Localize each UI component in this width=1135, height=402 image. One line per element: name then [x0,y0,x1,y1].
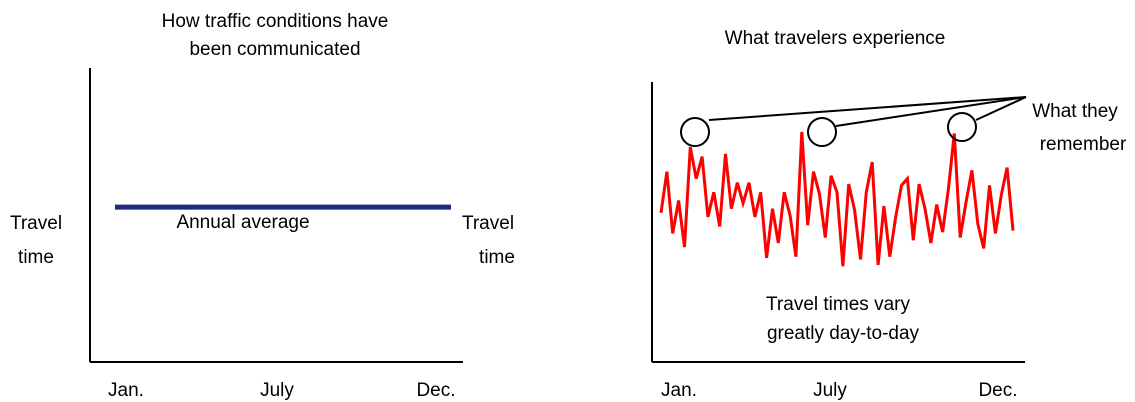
peak-highlight-3 [947,112,977,142]
left-tick-dec: Dec. [416,380,455,401]
left-tick-july: July [260,380,294,401]
left-right-label-line2: time [479,247,515,268]
peak-highlight-1 [680,117,710,147]
center-annotation-line1: Travel times vary [766,294,910,315]
peak-annotation-line2: remember [1040,134,1127,155]
right-tick-dec: Dec. [978,380,1017,401]
right-panel: What travelers experience What they reme… [651,28,1127,401]
travel-time-series [659,131,1015,267]
right-title: What travelers experience [725,28,946,49]
callout-line-2 [835,96,1027,127]
peak-annotation-line1: What they [1032,101,1118,122]
center-annotation-line2: greatly day-to-day [767,323,920,344]
left-panel: How traffic conditions have been communi… [10,11,515,401]
callout-line-1 [708,96,1027,121]
left-tick-jan: Jan. [108,380,144,401]
left-ylabel-line2: time [18,247,54,268]
annual-average-label: Annual average [176,212,309,233]
peak-highlight-2 [807,117,837,147]
left-title-line2: been communicated [189,39,360,60]
right-tick-jan: Jan. [661,380,697,401]
right-tick-july: July [813,380,847,401]
left-title-line1: How traffic conditions have [162,11,389,32]
callout-line-3 [975,96,1027,121]
left-ylabel-line1: Travel [10,213,62,234]
left-right-label-line1: Travel [462,213,514,234]
